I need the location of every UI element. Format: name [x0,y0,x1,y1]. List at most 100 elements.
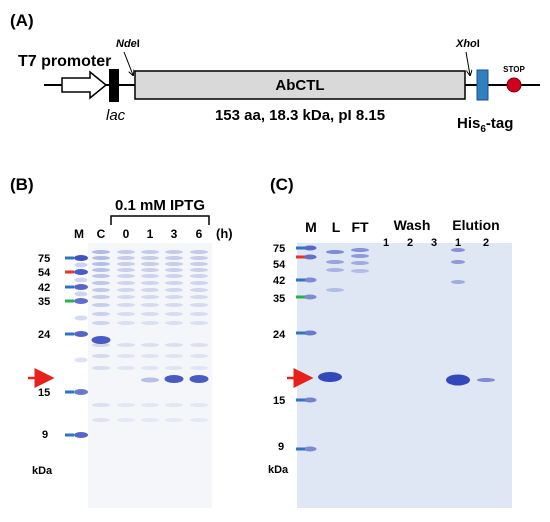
sample-band [117,268,135,272]
sample-band [92,418,110,422]
abctl-band [141,377,159,383]
sample-band [190,295,208,299]
sample-band [141,321,159,325]
lane-label-c: M [305,219,317,235]
abctl-band [189,375,209,383]
load-band [326,288,344,292]
load-band [326,250,344,254]
sample-band [117,274,135,278]
sample-band [117,262,135,266]
sample-band [141,366,159,370]
marker-label-c: 42 [273,275,285,287]
control-band-24kda [91,336,111,344]
his-tag-label: His6-tag [457,115,513,135]
lane-label-b: C [97,227,106,241]
load-band [326,268,344,272]
elution-band [451,260,465,264]
abctl-gene-box [134,70,466,100]
sample-band [117,250,135,254]
sample-band [117,295,135,299]
sample-band [117,403,135,407]
sample-band [92,354,110,358]
marker-band [303,397,317,403]
marker-band [74,331,88,337]
panel-b-label: (B) [10,175,34,194]
sample-band [165,366,183,370]
marker-band [303,294,317,300]
sample-band [165,343,183,347]
sample-band [141,418,159,422]
marker-label-c: 24 [273,329,286,341]
sample-band [92,256,110,260]
sample-band [92,321,110,325]
marker-band [74,389,88,395]
xhoi-site-label: XhoI [455,38,480,50]
lane-label-b: M [74,227,84,241]
sample-band [190,343,208,347]
elution-abctl-band [477,378,495,382]
sample-band [190,312,208,316]
sample-band [92,295,110,299]
sample-band [117,303,135,307]
sample-band [141,312,159,316]
lane-label-b: 3 [171,227,178,241]
flowthrough-band [351,248,369,252]
sample-band [190,418,208,422]
iptg-label: 0.1 mM IPTG [115,197,205,214]
panel-c-purification-gel: (C) M L FT Wash 1 2 3 Elution 1 2 75 54 … [268,175,512,508]
sample-band [165,312,183,316]
elution-abctl-band [446,374,470,386]
elution-band [451,280,465,284]
sample-band [190,321,208,325]
gene-info-label: 153 aa, 18.3 kDa, pI 8.15 [215,107,385,124]
sample-band [165,288,183,292]
t7-promoter-label: T7 promoter [18,53,111,70]
sample-band [190,403,208,407]
marker-label-b: 35 [38,296,50,308]
marker-band [303,446,317,452]
sample-band [190,303,208,307]
lane-label-b: 6 [196,227,203,241]
gel-c-lanes [303,245,495,452]
sample-band [141,295,159,299]
gene-name-label: AbCTL [275,77,324,94]
marker-band [74,262,88,268]
marker-band [303,245,317,251]
sample-band [190,366,208,370]
sample-band [190,262,208,266]
sample-band [92,343,110,347]
marker-band [74,432,88,438]
marker-label-b: 75 [38,253,50,265]
lac-operator-block [109,69,119,102]
lac-label: lac [106,107,126,124]
sample-band [165,262,183,266]
sample-band [117,343,135,347]
sample-band [141,250,159,254]
marker-label-c: 75 [273,243,285,255]
marker-band [74,284,88,290]
marker-band [303,330,317,336]
sample-band [117,366,135,370]
marker-label-b: 54 [38,267,51,279]
sample-band [92,281,110,285]
sample-band [92,274,110,278]
stop-label: STOP [503,65,525,74]
elution-title: Elution [452,217,499,233]
marker-band [74,291,88,297]
sample-band [92,312,110,316]
marker-label-b: 24 [38,329,51,341]
flowthrough-band [351,254,369,258]
sample-band [141,288,159,292]
marker-label-c: 15 [273,395,285,407]
sample-band [141,354,159,358]
sample-band [165,418,183,422]
sample-band [165,274,183,278]
sample-band [141,268,159,272]
sample-band [117,281,135,285]
marker-label-b: 9 [42,429,48,441]
load-abctl-band [318,372,342,382]
marker-label-c: 9 [278,441,284,453]
ndei-arrow [123,51,133,75]
sample-band [117,288,135,292]
elution-band [451,248,465,252]
